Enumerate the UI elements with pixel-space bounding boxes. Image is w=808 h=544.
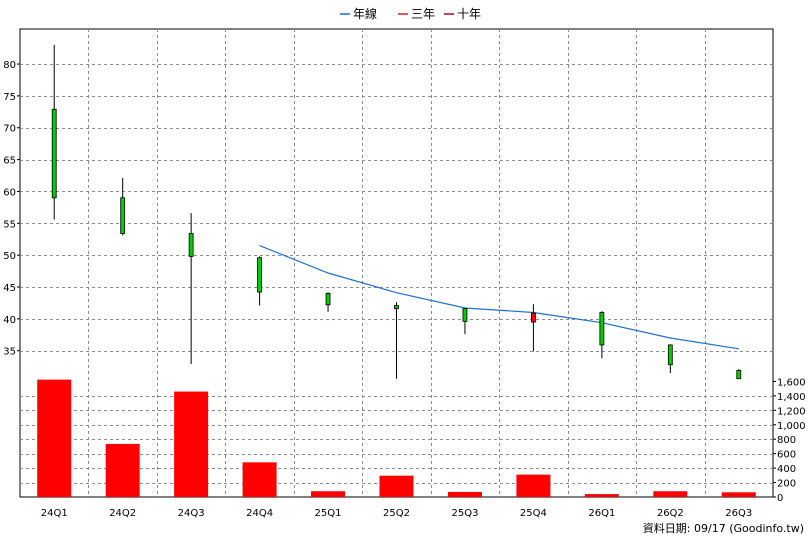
candle: [462, 308, 468, 335]
date-stamp: 資料日期: 09/17 (Goodinfo.tw): [643, 521, 804, 535]
volume-bar: [447, 491, 482, 497]
volume-tick-label: 800: [777, 435, 796, 446]
x-tick-label: 26Q2: [657, 508, 684, 519]
x-tick-label: 24Q2: [109, 508, 136, 519]
x-tick-label: 26Q1: [588, 508, 615, 519]
candle: [599, 311, 605, 359]
volume-tick-label: 200: [777, 479, 796, 490]
volume-bar: [516, 474, 551, 497]
candle-body: [462, 308, 468, 322]
price-tick-label: 55: [3, 219, 16, 230]
legend-label: 十年: [457, 7, 481, 21]
volume-bar: [37, 379, 72, 497]
volume-bar: [174, 391, 209, 497]
price-tick-label: 35: [3, 347, 16, 358]
volume-tick-label: 1,600: [777, 377, 806, 388]
plot-frame: [19, 28, 774, 498]
x-tick-label: 24Q3: [178, 508, 205, 519]
candle-body: [325, 292, 331, 306]
x-tick-label: 26Q3: [725, 508, 752, 519]
candle-body: [531, 312, 536, 323]
x-tick-label: 24Q4: [246, 508, 273, 519]
candle-body: [736, 370, 742, 380]
legend-label: 三年: [411, 7, 435, 21]
volume-bar: [242, 462, 277, 497]
candle: [667, 344, 673, 373]
candle-body: [51, 108, 57, 199]
x-tick-label: 25Q1: [315, 508, 342, 519]
volume-tick-label: 1,400: [777, 392, 806, 403]
price-tick-label: 70: [3, 124, 16, 135]
candle: [51, 44, 57, 220]
x-tick-label: 24Q1: [41, 508, 68, 519]
x-tick-label: 25Q4: [520, 508, 547, 519]
candle: [120, 178, 126, 236]
candle: [325, 292, 331, 312]
price-tick-label: 50: [3, 251, 16, 262]
volume-tick-label: 0: [777, 493, 783, 504]
candle-body: [120, 197, 126, 234]
candle: [394, 302, 399, 379]
series-line-annual: [259, 245, 739, 350]
candle-body: [257, 257, 262, 293]
candle: [257, 256, 262, 306]
x-tick-label: 25Q3: [451, 508, 478, 519]
x-tick-label: 25Q2: [383, 508, 410, 519]
volume-bar: [379, 475, 414, 497]
candle: [188, 213, 194, 365]
grid: [20, 29, 773, 497]
volume-tick-label: 1,000: [777, 421, 806, 432]
price-tick-label: 80: [3, 60, 16, 71]
candle: [531, 304, 536, 352]
candle-body: [188, 233, 194, 257]
volume-bar: [721, 492, 756, 497]
volume-bar: [311, 491, 346, 497]
volume-bar: [584, 494, 619, 497]
candle-body: [667, 344, 673, 366]
price-tick-label: 65: [3, 156, 16, 167]
volume-bar: [105, 443, 140, 497]
price-tick-label: 40: [3, 315, 16, 326]
volume-bar: [653, 491, 688, 497]
price-tick-label: 75: [3, 92, 16, 103]
price-tick-label: 45: [3, 283, 16, 294]
legend-label: 年線: [353, 6, 377, 21]
volume-tick-label: 1,200: [777, 406, 806, 417]
candle: [736, 369, 742, 380]
volume-tick-label: 400: [777, 464, 796, 475]
volume-tick-label: 600: [777, 450, 796, 461]
candle-body: [599, 312, 605, 346]
legend: 年線 三年 十年: [340, 6, 481, 21]
price-tick-label: 60: [3, 187, 16, 198]
candle-body: [394, 305, 399, 310]
